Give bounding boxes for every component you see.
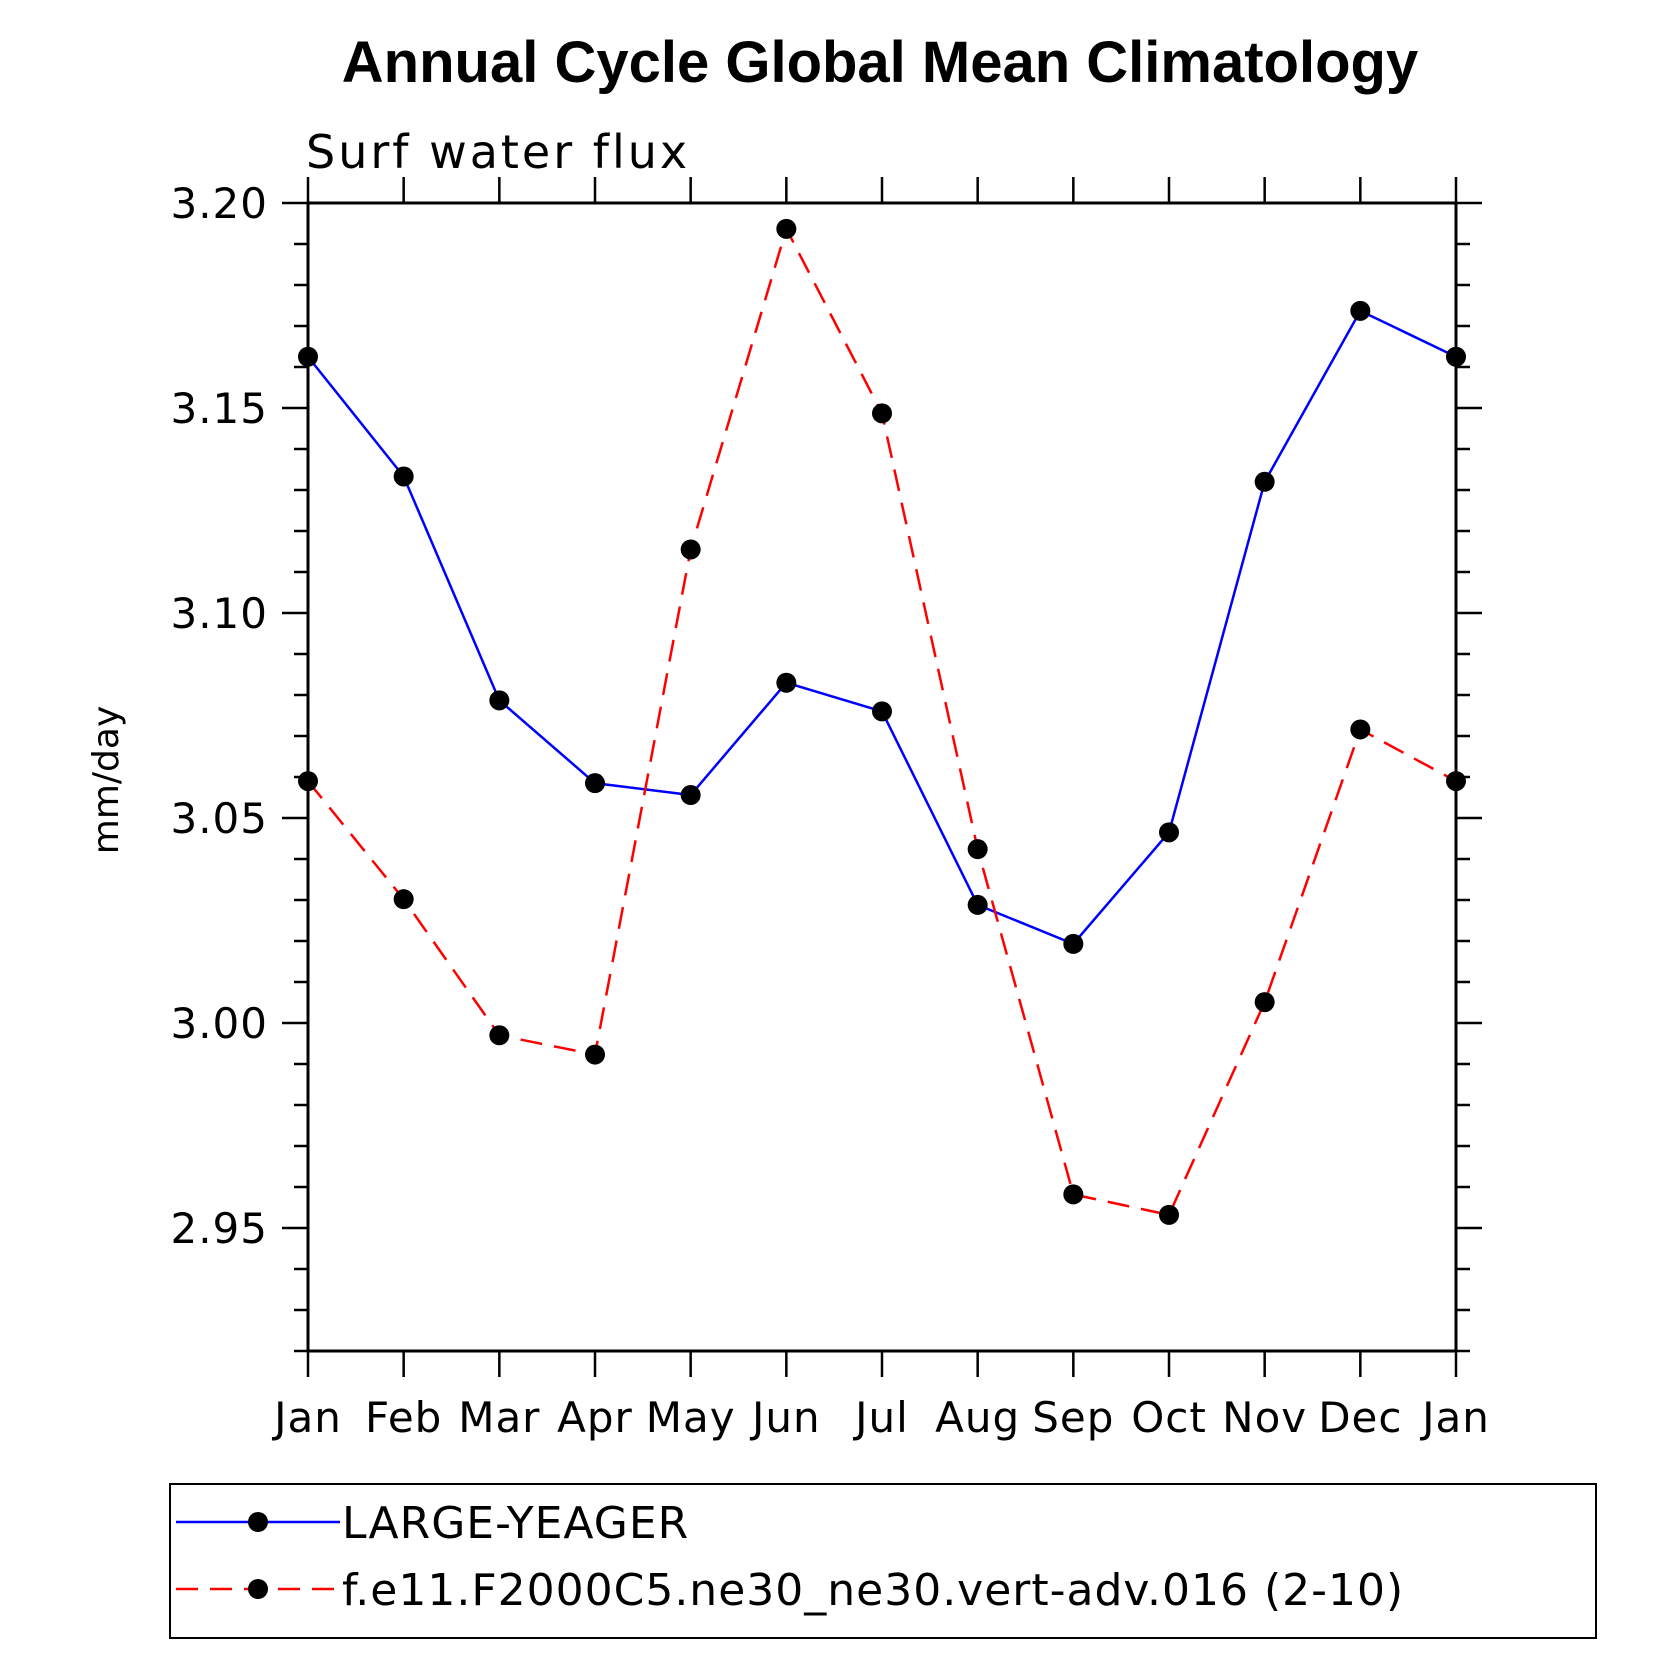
y-tick-label: 3.15 [170, 384, 268, 433]
legend-marker [248, 1512, 268, 1532]
y-tick-label: 3.10 [170, 589, 268, 638]
x-tick-label: Apr [557, 1393, 633, 1442]
series-markers [298, 218, 1466, 1225]
data-point [967, 894, 988, 915]
legend-box [169, 1483, 1597, 1639]
data-point [1350, 719, 1371, 740]
x-tick-label: Mar [458, 1393, 540, 1442]
data-point [489, 1025, 510, 1046]
x-tick-label: Sep [1032, 1393, 1114, 1442]
data-point [1063, 933, 1084, 954]
axis-ticks [282, 177, 1482, 1377]
data-point [776, 672, 797, 693]
y-axis-label: mm/day [86, 706, 127, 854]
series-lines [307, 225, 1457, 1217]
legend: LARGE-YEAGER f.e11.F2000C5.ne30_ne30.vert… [169, 1483, 1597, 1639]
chart-title: Annual Cycle Global Mean Climatology [342, 30, 1418, 95]
data-point [1063, 1184, 1084, 1205]
plot-frame [306, 201, 1458, 1353]
series-line-2 [307, 225, 1457, 1217]
y-tick-label: 3.20 [170, 179, 268, 228]
x-tick-label: Jan [1419, 1393, 1490, 1442]
data-point [1350, 300, 1371, 321]
data-point [680, 785, 701, 806]
data-point [489, 690, 510, 711]
chart-subtitle: Surf water flux [306, 125, 690, 179]
data-point [1254, 471, 1275, 492]
data-point [776, 218, 797, 239]
data-point [585, 1044, 605, 1065]
data-point [1159, 1204, 1179, 1225]
x-tick-label: Jan [271, 1393, 342, 1442]
data-point [872, 403, 892, 424]
legend-label-1: LARGE-YEAGER [342, 1498, 689, 1549]
x-tick-label: Nov [1222, 1393, 1307, 1442]
x-tick-label: Aug [935, 1393, 1020, 1442]
data-point [967, 839, 988, 860]
y-tick-label: 2.95 [170, 1204, 268, 1253]
data-point [1254, 992, 1275, 1013]
x-tick-label: Dec [1318, 1393, 1402, 1442]
legend-label-2: f.e11.F2000C5.ne30_ne30.vert-adv.016 (2-… [342, 1565, 1404, 1616]
x-tick-labels: Jan Feb Mar Apr May Jun Jul Aug Sep Oct Nov Dec Jan [271, 1393, 1490, 1442]
data-point [393, 889, 414, 910]
data-point [872, 701, 892, 722]
x-tick-label: Jul [852, 1393, 909, 1442]
legend-marker [248, 1579, 268, 1599]
y-tick-label: 3.05 [170, 794, 268, 843]
x-tick-label: Oct [1131, 1393, 1207, 1442]
y-tick-label: 3.00 [170, 999, 268, 1048]
data-point [393, 466, 414, 487]
x-tick-label: May [646, 1393, 736, 1442]
x-tick-label: Jun [749, 1393, 821, 1442]
data-point [1159, 822, 1179, 843]
data-point [585, 773, 605, 794]
y-tick-labels: 2.95 3.00 3.05 3.10 3.15 3.20 [170, 179, 268, 1253]
data-point [680, 539, 701, 560]
x-tick-label: Feb [365, 1393, 442, 1442]
